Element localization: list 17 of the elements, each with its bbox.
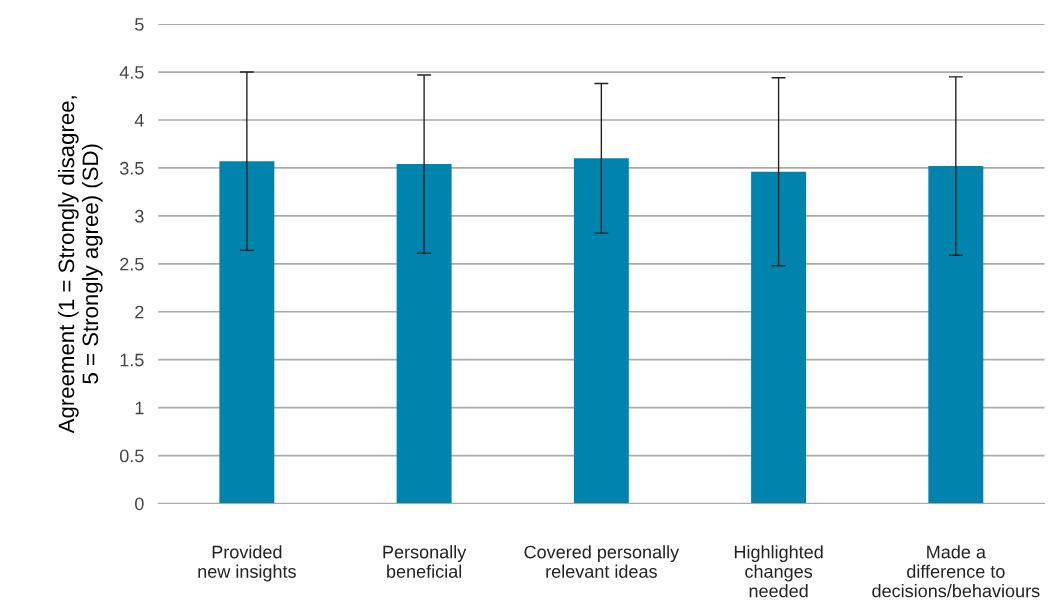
y-tick-label: 1.5 xyxy=(120,353,144,367)
y-tick-label: 3.5 xyxy=(119,161,144,175)
y-tick-label: 4 xyxy=(134,114,144,127)
y-tick-label: 4.5 xyxy=(119,66,144,79)
y-tick-label: 3 xyxy=(135,209,144,223)
y-tick-label: 2.5 xyxy=(120,257,144,271)
x-tick-label: Made a difference to decisions/behaviours xyxy=(872,545,1040,598)
x-tick-label: Covered personally relevant ideas xyxy=(524,545,680,578)
y-tick-label: 5 xyxy=(135,18,144,31)
y-tick-label: 2 xyxy=(135,305,144,319)
x-tick-label: Provided new insights xyxy=(198,545,296,582)
y-tick-label: 1 xyxy=(135,401,144,415)
y-axis-title: Agreement (1 = Strongly disagree, 5 = Strongly agree) (SD) xyxy=(57,96,103,434)
y-tick-label: 0 xyxy=(135,497,144,511)
y-tick-label: 0.5 xyxy=(119,449,144,463)
x-tick-label: Highlighted changes needed xyxy=(734,545,823,598)
x-tick-label: Personally beneficial xyxy=(383,545,467,578)
